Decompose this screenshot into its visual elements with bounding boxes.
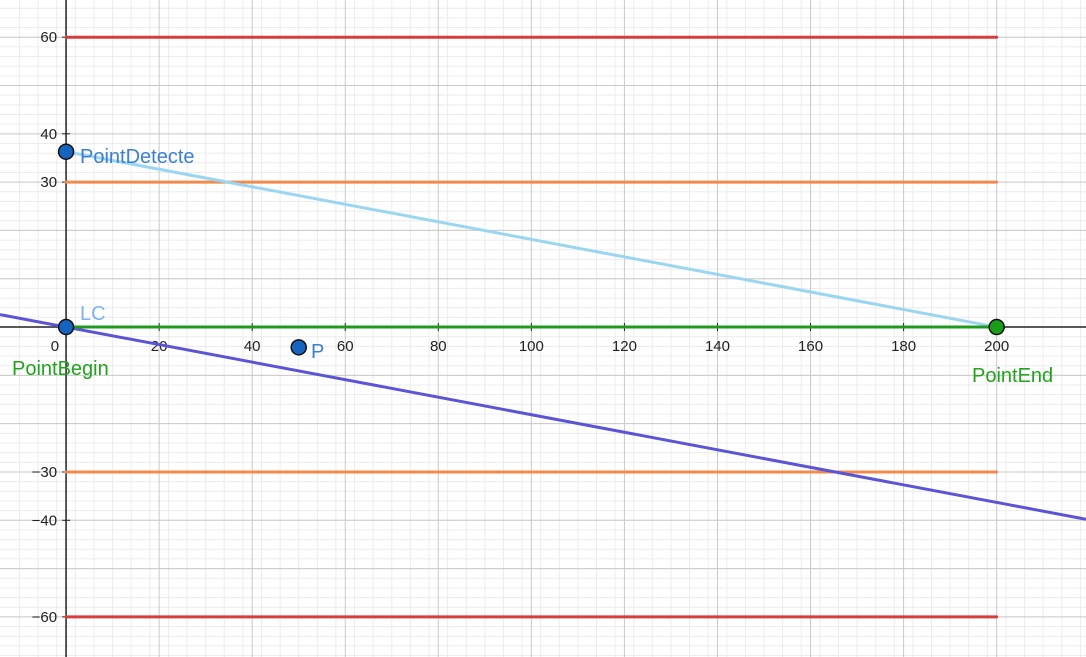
x-tick-label: 140 xyxy=(705,338,730,355)
point-detecte-label[interactable]: PointDetecte xyxy=(80,146,195,168)
point-p[interactable] xyxy=(290,339,307,356)
point-begin-label[interactable]: PointBegin xyxy=(12,358,109,380)
y-tick-label: 30 xyxy=(40,174,57,191)
p-label[interactable]: P xyxy=(311,341,324,363)
x-tick-label: 0 xyxy=(51,338,59,355)
point-pointdetecte[interactable] xyxy=(57,143,75,160)
x-tick-label: 180 xyxy=(891,338,916,355)
object-labels: PointDetecte LC P PointBegin PointEnd xyxy=(12,146,1053,387)
point-pointend[interactable] xyxy=(988,318,1005,336)
x-tick-label: 80 xyxy=(430,338,447,355)
x-tick-label: 40 xyxy=(244,338,261,355)
y-tick-label: −60 xyxy=(32,609,57,626)
segment-pointdetecte-to-pointend[interactable] xyxy=(64,150,999,329)
tick-labels: 0204060801001201401601802002604030−30−40… xyxy=(32,29,1086,626)
point-lc[interactable] xyxy=(57,318,75,336)
point-end-label[interactable]: PointEnd xyxy=(972,365,1053,387)
lc-label[interactable]: LC xyxy=(80,303,106,325)
x-tick-label: 120 xyxy=(612,338,637,355)
x-tick-label: 100 xyxy=(519,338,544,355)
graph-objects xyxy=(0,35,1086,619)
y-tick-label: −40 xyxy=(32,512,57,529)
y-tick-label: −30 xyxy=(32,464,57,481)
line-through-lc-and-p[interactable] xyxy=(0,313,1086,521)
y-tick-label: 60 xyxy=(40,29,57,46)
points xyxy=(57,143,1005,356)
y-tick-label: 40 xyxy=(40,126,57,143)
x-tick-label: 60 xyxy=(337,338,354,355)
x-tick-label: 160 xyxy=(798,338,823,355)
x-tick-label: 200 xyxy=(984,338,1009,355)
